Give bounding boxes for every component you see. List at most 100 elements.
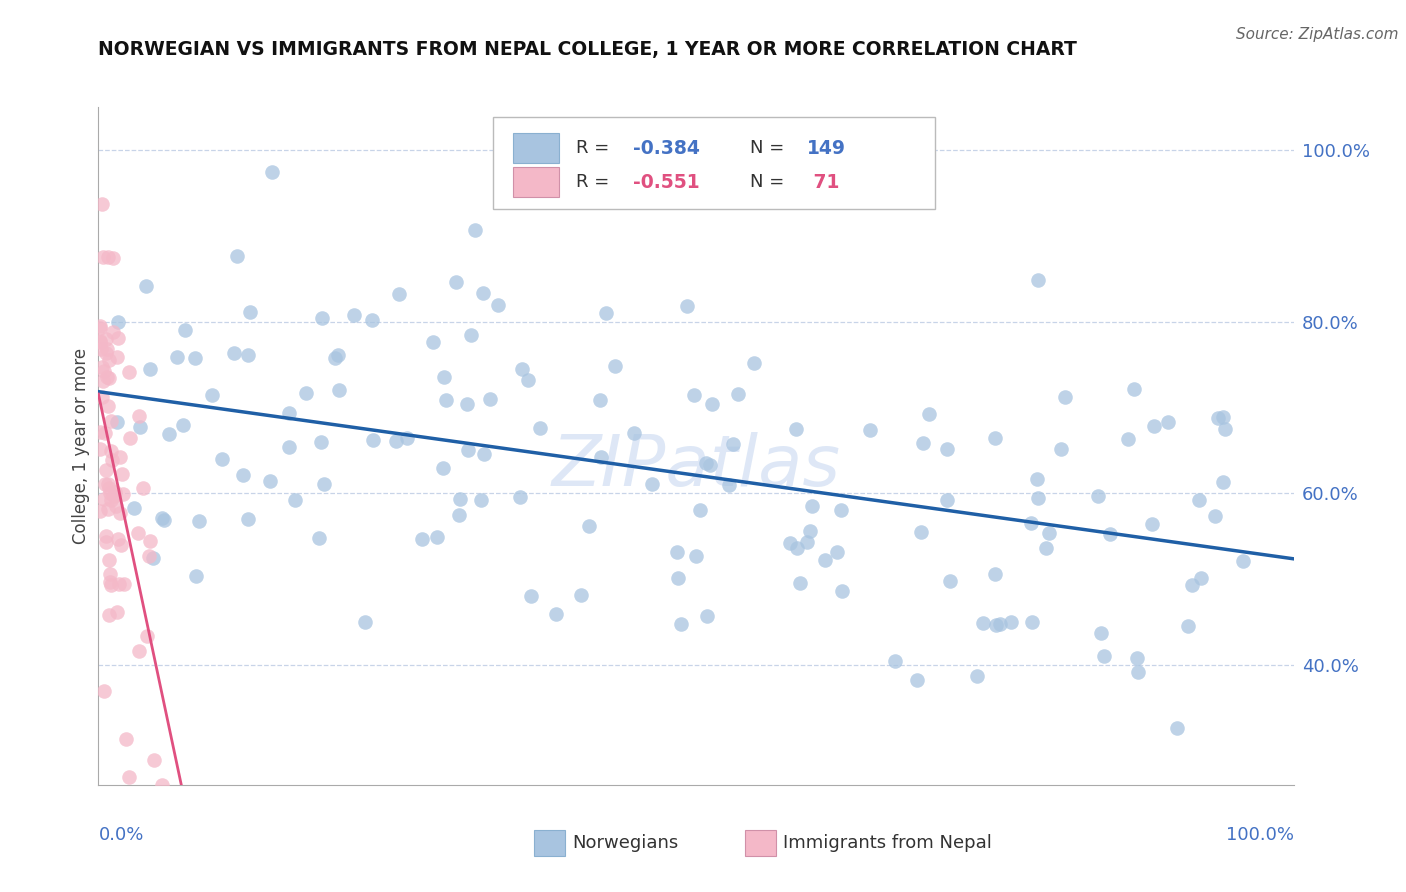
Point	[744, 356, 766, 370]
Point	[460, 327, 482, 342]
Point	[150, 511, 173, 525]
Point	[96, 345, 118, 359]
Point	[308, 531, 330, 545]
Point	[665, 545, 688, 559]
Point	[91, 360, 114, 375]
Point	[472, 448, 495, 462]
Point	[89, 318, 111, 333]
Point	[433, 370, 456, 384]
Point	[830, 503, 852, 517]
Point	[457, 442, 479, 457]
Point	[696, 609, 718, 624]
Point	[689, 503, 711, 517]
Point	[98, 485, 121, 500]
Point	[695, 456, 717, 470]
Point	[89, 334, 111, 348]
Point	[97, 353, 120, 368]
Point	[104, 484, 127, 499]
Point	[174, 323, 197, 337]
Point	[385, 434, 408, 449]
Point	[422, 335, 444, 350]
Point	[96, 342, 118, 356]
Point	[101, 326, 124, 340]
Point	[1099, 527, 1122, 541]
Point	[108, 450, 131, 464]
Point	[136, 629, 159, 643]
Point	[93, 477, 115, 491]
Point	[432, 461, 454, 475]
Text: 0.0%: 0.0%	[98, 826, 143, 844]
Point	[118, 431, 141, 445]
Point	[107, 605, 129, 619]
Point	[128, 409, 150, 423]
Text: -0.551: -0.551	[633, 173, 699, 192]
Point	[449, 508, 471, 523]
Point	[718, 477, 741, 491]
Point	[825, 544, 848, 558]
Point	[278, 440, 301, 454]
Point	[150, 778, 173, 792]
Point	[100, 414, 122, 428]
Point	[128, 644, 150, 658]
Point	[479, 392, 502, 406]
Point	[1019, 516, 1042, 531]
Point	[107, 315, 129, 329]
Point	[939, 574, 962, 588]
Point	[118, 770, 141, 784]
Point	[396, 431, 419, 445]
Point	[1038, 526, 1060, 541]
Point	[831, 584, 853, 599]
Point	[801, 500, 824, 514]
Point	[529, 421, 551, 435]
Point	[470, 493, 492, 508]
Point	[107, 533, 129, 547]
Point	[1000, 615, 1022, 629]
Point	[224, 346, 246, 360]
Point	[105, 415, 128, 429]
Point	[605, 359, 627, 373]
Point	[211, 452, 233, 467]
Point	[97, 502, 120, 516]
Point	[260, 164, 283, 178]
Text: Source: ZipAtlas.com: Source: ZipAtlas.com	[1236, 27, 1399, 42]
Point	[796, 535, 818, 549]
Point	[1050, 442, 1073, 456]
Point	[166, 350, 188, 364]
Text: R =: R =	[576, 173, 616, 191]
Point	[132, 482, 155, 496]
Point	[426, 529, 449, 543]
Point	[966, 669, 988, 683]
Text: R =: R =	[576, 139, 616, 157]
Text: Immigrants from Nepal: Immigrants from Nepal	[783, 834, 993, 852]
Point	[411, 532, 433, 546]
Point	[103, 251, 125, 265]
Point	[309, 435, 332, 450]
Point	[1206, 411, 1229, 425]
Point	[93, 364, 115, 378]
Point	[510, 362, 533, 376]
Point	[676, 299, 699, 313]
Point	[100, 578, 122, 592]
Point	[1026, 491, 1049, 505]
Text: ZIPatlas: ZIPatlas	[551, 432, 841, 500]
Point	[127, 525, 149, 540]
Point	[1035, 541, 1057, 556]
Point	[89, 425, 111, 440]
Point	[232, 468, 254, 483]
Point	[143, 753, 166, 767]
Point	[1188, 492, 1211, 507]
Point	[905, 673, 928, 688]
Point	[90, 342, 112, 356]
Point	[1054, 390, 1077, 404]
Point	[456, 397, 478, 411]
Point	[225, 249, 247, 263]
Point	[323, 351, 346, 365]
Point	[799, 524, 821, 538]
Point	[107, 331, 129, 345]
Point	[103, 489, 125, 503]
Point	[122, 501, 145, 516]
Point	[669, 617, 692, 632]
Point	[278, 405, 301, 419]
Point	[139, 361, 162, 376]
Point	[187, 514, 209, 528]
